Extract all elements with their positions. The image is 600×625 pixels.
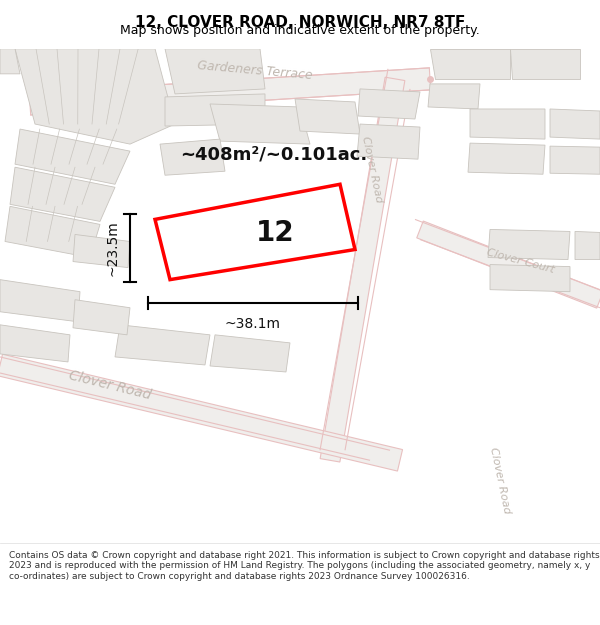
Polygon shape <box>5 206 100 258</box>
Polygon shape <box>210 104 310 144</box>
Text: Clover Road: Clover Road <box>67 368 152 402</box>
Polygon shape <box>468 143 545 174</box>
Text: 12, CLOVER ROAD, NORWICH, NR7 8TF: 12, CLOVER ROAD, NORWICH, NR7 8TF <box>135 14 465 29</box>
Polygon shape <box>550 146 600 174</box>
Polygon shape <box>358 89 420 119</box>
Polygon shape <box>550 109 600 139</box>
Text: ~23.5m: ~23.5m <box>106 220 120 276</box>
Polygon shape <box>488 229 570 259</box>
Text: Contains OS data © Crown copyright and database right 2021. This information is : Contains OS data © Crown copyright and d… <box>9 551 599 581</box>
Polygon shape <box>0 279 80 322</box>
Polygon shape <box>165 49 265 94</box>
Polygon shape <box>0 49 20 74</box>
Text: Clover Road: Clover Road <box>488 446 512 514</box>
Polygon shape <box>29 68 431 115</box>
Text: ~38.1m: ~38.1m <box>225 317 281 331</box>
Polygon shape <box>430 49 510 79</box>
Polygon shape <box>470 109 545 139</box>
Polygon shape <box>73 234 130 268</box>
Text: Clover Court: Clover Court <box>485 248 555 276</box>
Polygon shape <box>490 264 570 292</box>
Polygon shape <box>115 325 210 365</box>
Polygon shape <box>320 77 405 462</box>
Polygon shape <box>15 129 130 184</box>
Polygon shape <box>160 139 225 175</box>
Polygon shape <box>15 49 175 144</box>
Polygon shape <box>0 325 70 362</box>
Polygon shape <box>0 354 403 471</box>
Polygon shape <box>428 84 480 109</box>
Text: ~408m²/~0.101ac.: ~408m²/~0.101ac. <box>180 145 367 163</box>
Text: 12: 12 <box>256 219 295 248</box>
Polygon shape <box>295 99 360 134</box>
Polygon shape <box>73 300 130 335</box>
Text: Gardeners Terrace: Gardeners Terrace <box>197 59 313 82</box>
Polygon shape <box>210 335 290 372</box>
Polygon shape <box>10 168 115 221</box>
Polygon shape <box>357 124 420 159</box>
Polygon shape <box>165 94 265 126</box>
Text: Clover Road: Clover Road <box>360 135 384 203</box>
Polygon shape <box>575 231 600 259</box>
Polygon shape <box>510 49 580 79</box>
Polygon shape <box>417 221 600 308</box>
Text: Map shows position and indicative extent of the property.: Map shows position and indicative extent… <box>120 24 480 36</box>
